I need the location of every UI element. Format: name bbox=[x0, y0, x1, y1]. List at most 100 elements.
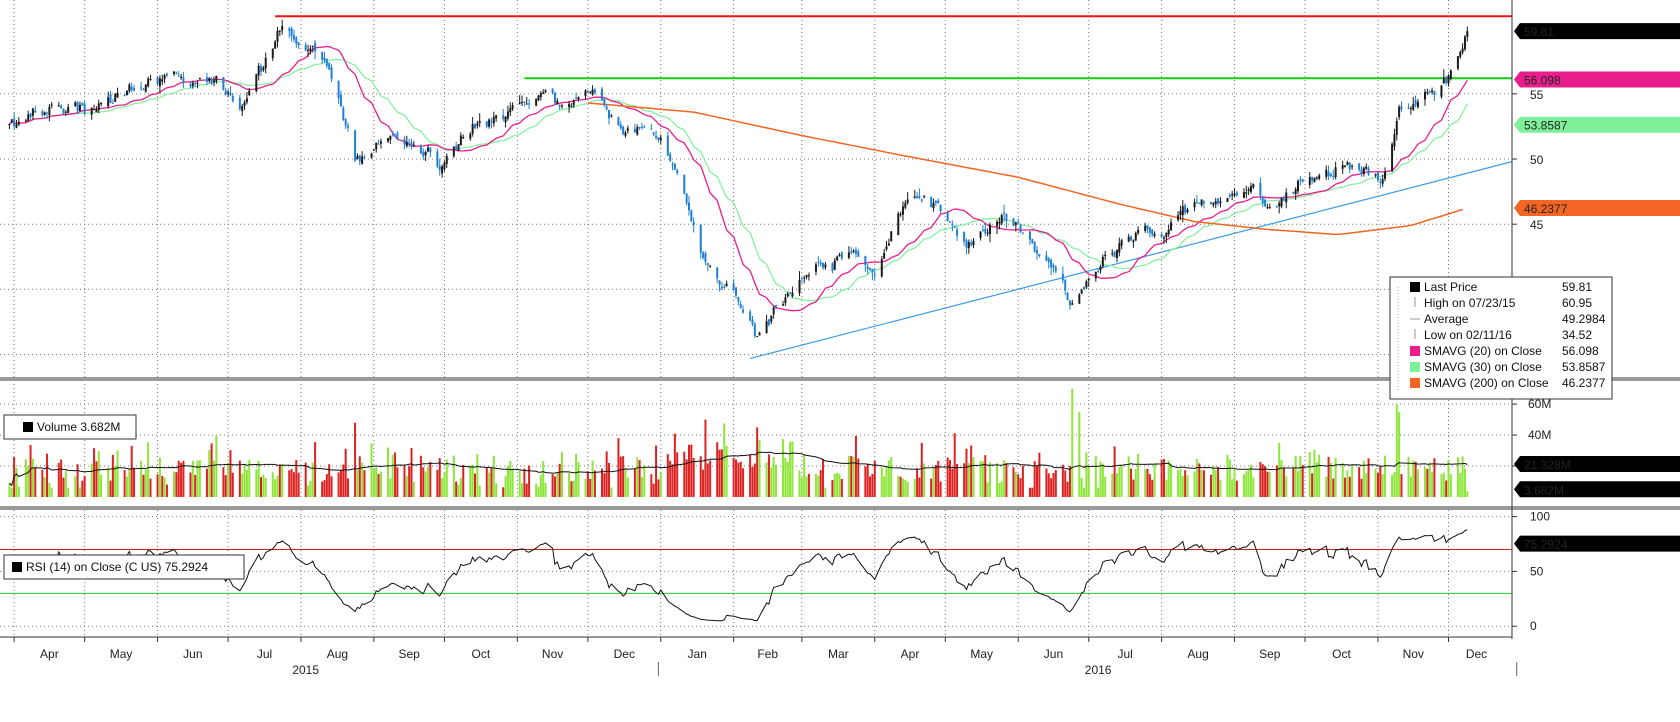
candle-down bbox=[1275, 206, 1278, 208]
candle-down bbox=[189, 84, 192, 87]
candle-down bbox=[408, 142, 411, 144]
volume-bar-down bbox=[1275, 465, 1278, 497]
candle-down bbox=[866, 266, 869, 269]
candle-up bbox=[784, 297, 787, 304]
candle-up bbox=[492, 116, 495, 124]
volume-bar-up bbox=[887, 460, 890, 497]
volume-bar-down bbox=[850, 456, 853, 497]
candle-up bbox=[1247, 189, 1250, 192]
candle-down bbox=[1064, 280, 1067, 291]
volume-bar-down bbox=[685, 459, 688, 497]
volume-bar-up bbox=[1247, 470, 1250, 497]
volume-bar-up bbox=[988, 462, 991, 497]
volume-bar-down bbox=[1151, 479, 1154, 497]
volume-bar-down bbox=[939, 481, 942, 497]
volume-bar-down bbox=[194, 474, 197, 497]
candle-down bbox=[1184, 205, 1187, 213]
candle-up bbox=[1431, 90, 1434, 93]
volume-bar-down bbox=[948, 460, 951, 497]
rsi-legend-box bbox=[3, 554, 245, 580]
volume-bar-up bbox=[1325, 476, 1328, 497]
volume-bar-up bbox=[1231, 479, 1234, 497]
volume-bar-up bbox=[725, 445, 728, 497]
candle-up bbox=[1137, 229, 1140, 233]
candle-down bbox=[1036, 250, 1039, 254]
volume-bar-down bbox=[1066, 481, 1069, 497]
candle-down bbox=[1379, 181, 1382, 183]
candle-down bbox=[1292, 192, 1295, 194]
candle-up bbox=[462, 136, 465, 139]
candle-up bbox=[1094, 271, 1097, 279]
candle-down bbox=[29, 113, 32, 117]
volume-bar-up bbox=[1104, 476, 1107, 497]
volume-bar-down bbox=[1033, 461, 1036, 497]
volume-bar-up bbox=[610, 487, 613, 497]
volume-bar-down bbox=[866, 463, 869, 497]
volume-bar-up bbox=[838, 473, 841, 497]
volume-bar-down bbox=[1379, 465, 1382, 497]
volume-bar-down bbox=[737, 462, 740, 497]
candle-up bbox=[1099, 266, 1102, 271]
candle-up bbox=[1365, 166, 1368, 169]
volume-bar-up bbox=[1393, 472, 1396, 497]
volume-bar-down bbox=[622, 456, 625, 497]
candle-up bbox=[281, 26, 284, 31]
volume-bar-up bbox=[114, 465, 117, 497]
candle-down bbox=[403, 139, 406, 145]
volume-bar-up bbox=[537, 486, 540, 497]
volume-bar-up bbox=[805, 476, 808, 497]
volume-bar-up bbox=[1409, 476, 1412, 497]
volume-bar-down bbox=[304, 462, 307, 497]
volume-bar-down bbox=[657, 479, 660, 497]
candle-up bbox=[196, 82, 199, 85]
candle-up bbox=[979, 231, 982, 238]
volume-bar-up bbox=[67, 487, 70, 497]
volume-bar-up bbox=[356, 469, 359, 497]
candle-up bbox=[227, 92, 230, 94]
rsi-tick-label: 0 bbox=[1530, 619, 1537, 633]
candle-down bbox=[111, 102, 114, 104]
candle-up bbox=[883, 252, 886, 259]
volume-bar-down bbox=[142, 474, 145, 497]
candle-down bbox=[194, 82, 197, 84]
candle-up bbox=[1214, 201, 1217, 205]
candle-down bbox=[377, 143, 380, 145]
rsi-series bbox=[0, 529, 1512, 622]
volume-bar-up bbox=[50, 487, 53, 497]
volume-bar-up bbox=[1000, 481, 1003, 497]
candle-up bbox=[1459, 51, 1462, 57]
candle-up bbox=[457, 144, 460, 151]
candle-down bbox=[502, 115, 505, 120]
rsi-tag bbox=[1514, 535, 1680, 552]
candle-down bbox=[1301, 179, 1304, 182]
volume-bar-up bbox=[591, 460, 594, 497]
legend-swatch bbox=[1410, 346, 1420, 356]
volume-bar-up bbox=[1381, 474, 1384, 497]
volume-bar-down bbox=[650, 474, 653, 497]
volume-bar-up bbox=[1083, 487, 1086, 497]
legend-label: SMAVG (20) on Close bbox=[1424, 344, 1542, 358]
candle-down bbox=[1348, 162, 1351, 170]
legend-label: SMAVG (200) on Close bbox=[1424, 376, 1549, 390]
candle-down bbox=[751, 319, 754, 325]
volume-bar-down bbox=[918, 477, 921, 497]
volume-bar-down bbox=[156, 474, 159, 497]
candle-down bbox=[934, 201, 937, 203]
candle-down bbox=[1019, 224, 1022, 233]
candle-up bbox=[1132, 240, 1135, 243]
candle-down bbox=[354, 130, 357, 161]
candle-down bbox=[130, 86, 133, 90]
volume-bar-up bbox=[1440, 474, 1443, 497]
volume-bar-up bbox=[784, 458, 787, 497]
candle-up bbox=[1231, 193, 1234, 196]
volume-bar-up bbox=[1297, 471, 1300, 497]
candle-down bbox=[297, 42, 300, 46]
candle-down bbox=[396, 132, 399, 139]
volume-bar-up bbox=[191, 460, 194, 497]
gridlines bbox=[0, 0, 1512, 635]
volume-bar-down bbox=[528, 465, 531, 497]
candle-down bbox=[619, 124, 622, 129]
candle-up bbox=[1449, 70, 1452, 79]
candle-down bbox=[857, 251, 860, 257]
candle-up bbox=[1165, 232, 1168, 238]
